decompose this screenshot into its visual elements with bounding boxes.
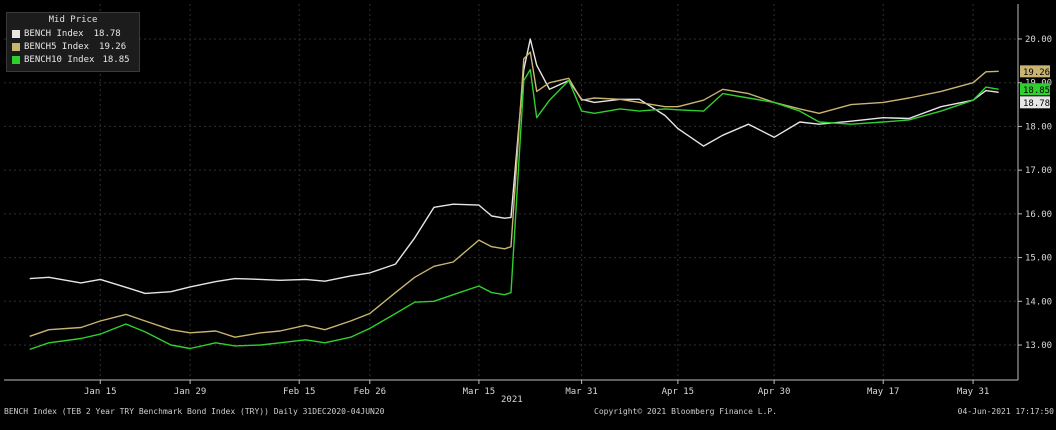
legend-label-bench5: BENCH5 Index xyxy=(24,42,90,52)
legend-swatch-bench5 xyxy=(12,43,20,51)
end-tag-bench-label: 18.78 xyxy=(1023,99,1050,109)
legend-value-bench: 18.78 xyxy=(93,29,121,39)
x-tick-label: Mar 15 xyxy=(463,387,496,397)
x-tick-label: Jan 29 xyxy=(174,387,207,397)
axis-layer: 13.0014.0015.0016.0017.0018.0019.0020.00… xyxy=(4,4,1052,397)
end-tag-bench10-box xyxy=(1020,83,1050,96)
year-label: 2021 xyxy=(501,395,523,405)
legend-title: Mid Price xyxy=(48,15,98,25)
x-tick-label: Jan 15 xyxy=(84,387,117,397)
end-tag-bench5-box xyxy=(1020,65,1050,78)
end-tag-layer: 18.78 19.26 18.85 xyxy=(1020,65,1050,109)
x-tick-label: May 31 xyxy=(957,387,990,397)
footer-timestamp: 04-Jun-2021 17:17:50 xyxy=(957,407,1054,416)
grid-layer xyxy=(4,4,1018,380)
footer-description: BENCH Index (TEB 2 Year TRY Benchmark Bo… xyxy=(4,407,385,416)
x-tick-label: Apr 15 xyxy=(662,387,695,397)
end-tag-bench10-label: 18.85 xyxy=(1023,86,1050,96)
legend-entry-bench5: BENCH5 Index 19.26 xyxy=(12,42,126,52)
y-tick-label: 14.00 xyxy=(1025,297,1052,307)
end-tag-bench-box xyxy=(1020,96,1050,109)
end-tag-bench5-label: 19.26 xyxy=(1023,68,1050,78)
legend-entry-bench10: BENCH10 Index 18.85 xyxy=(12,55,130,65)
legend: Mid Price BENCH Index 18.78 BENCH5 Index… xyxy=(6,12,140,72)
series-line-bench xyxy=(29,38,999,295)
y-tick-label: 20.00 xyxy=(1025,35,1052,45)
series-line-bench5 xyxy=(29,51,999,338)
x-tick-label: Apr 30 xyxy=(758,387,791,397)
y-tick-label: 17.00 xyxy=(1025,166,1052,176)
y-tick-label: 16.00 xyxy=(1025,210,1052,220)
series-line-bench10 xyxy=(29,68,999,351)
legend-value-bench10: 18.85 xyxy=(102,55,130,65)
series-layer xyxy=(29,38,999,351)
legend-label-bench: BENCH Index xyxy=(24,29,84,39)
legend-label-bench10: BENCH10 Index xyxy=(24,55,95,65)
x-tick-label: Feb 26 xyxy=(354,387,387,397)
legend-entry-bench: BENCH Index 18.78 xyxy=(12,29,121,39)
legend-swatch-bench10 xyxy=(12,56,20,64)
x-tick-label: May 17 xyxy=(867,387,900,397)
y-tick-label: 18.00 xyxy=(1025,122,1052,132)
y-tick-label: 15.00 xyxy=(1025,254,1052,264)
x-tick-label: Feb 15 xyxy=(283,387,316,397)
x-tick-label: Mar 31 xyxy=(565,387,598,397)
legend-swatch-bench xyxy=(12,30,20,38)
y-tick-label: 13.00 xyxy=(1025,341,1052,351)
footer-copyright: Copyright© 2021 Bloomberg Finance L.P. xyxy=(594,407,778,416)
legend-value-bench5: 19.26 xyxy=(99,42,127,52)
